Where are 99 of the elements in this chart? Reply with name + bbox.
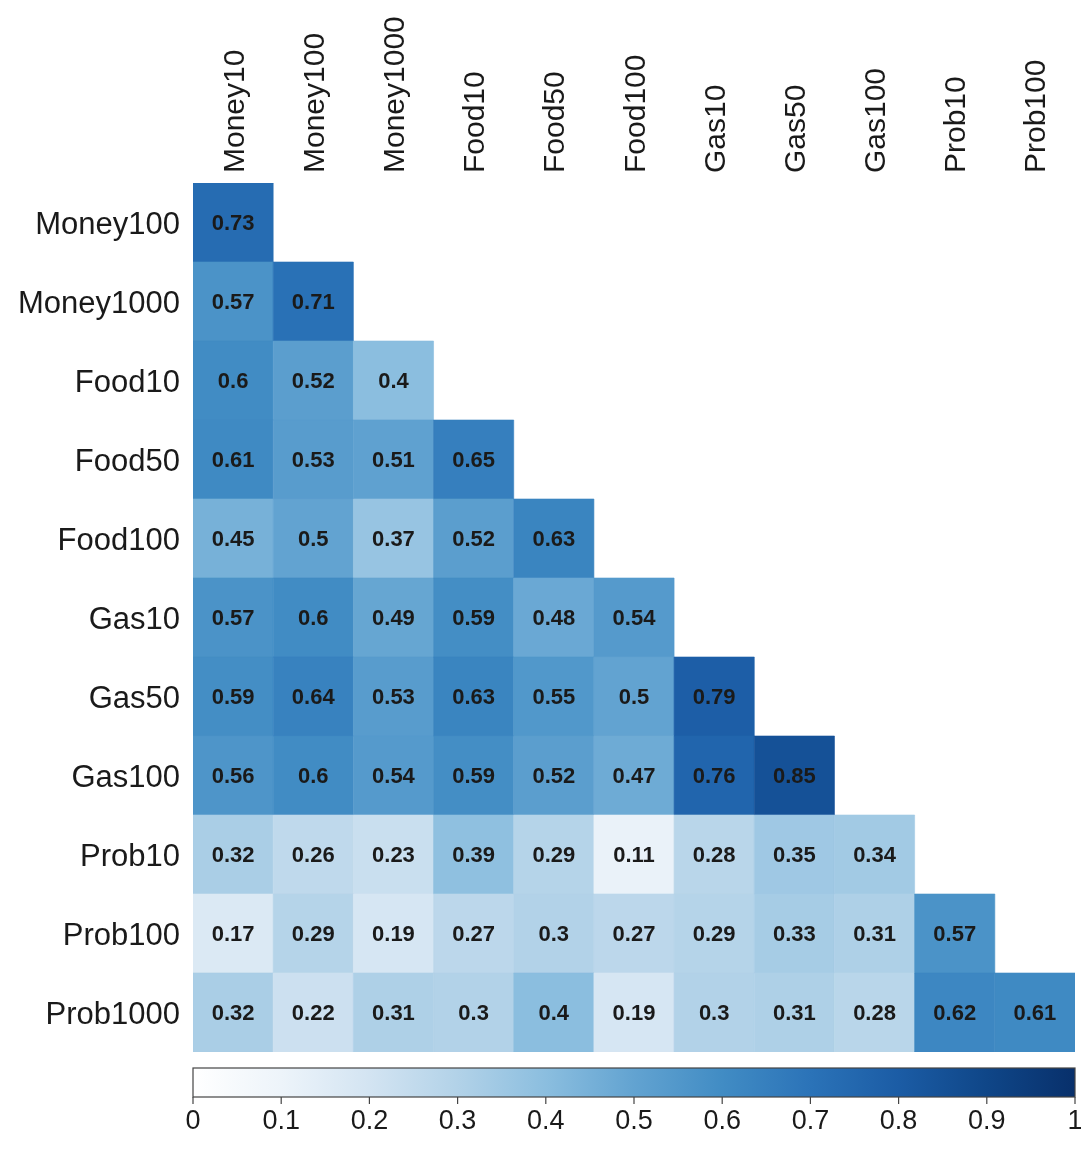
data-label: 0.32: [211, 842, 255, 868]
y-tick-label: Gas50: [88, 679, 180, 715]
data-label: 0.59: [211, 684, 255, 710]
data-label: 0.57: [211, 289, 255, 315]
data-label: 0.31: [372, 1000, 415, 1026]
data-label: 0.6: [297, 605, 329, 631]
data-label: 0.57: [933, 921, 977, 947]
data-label: 0.52: [532, 763, 576, 789]
data-label: 0.57: [211, 605, 255, 631]
data-label: 0.62: [933, 1000, 977, 1026]
data-label: 0.51: [372, 447, 415, 473]
y-tick-label: Gas100: [71, 758, 180, 794]
data-label: 0.3: [698, 1000, 730, 1026]
data-label: 0.23: [372, 842, 415, 868]
data-label: 0.61: [211, 447, 255, 473]
color-bar-label: 1: [1067, 1105, 1081, 1136]
data-label: 0.28: [853, 1000, 896, 1026]
data-label: 0.63: [532, 526, 576, 552]
data-label: 0.28: [692, 842, 736, 868]
data-label: 0.32: [211, 1000, 255, 1026]
color-bar-label: 0.3: [438, 1105, 477, 1136]
color-bar-label: 0.9: [968, 1105, 1006, 1136]
data-label: 0.65: [452, 447, 496, 473]
y-tick-label: Money1000: [17, 284, 180, 320]
data-label: 0.4: [538, 1000, 570, 1026]
data-label: 0.19: [612, 1000, 656, 1026]
x-tick-label: Gas10: [697, 84, 731, 173]
y-tick-label: Food10: [74, 363, 180, 399]
data-label: 0.54: [372, 763, 416, 789]
data-label: 0.29: [291, 921, 335, 947]
x-tick-label: Money1000: [376, 16, 410, 173]
data-label: 0.34: [853, 842, 897, 868]
x-tick-label: Food50: [537, 71, 571, 173]
x-tick-label: Money10: [216, 49, 250, 173]
data-label: 0.59: [452, 605, 496, 631]
color-bar-label: 0.1: [262, 1105, 300, 1136]
data-label: 0.31: [853, 921, 896, 947]
data-label: 0.47: [612, 763, 656, 789]
data-label: 0.17: [211, 921, 255, 947]
data-label: 0.53: [291, 447, 335, 473]
data-label: 0.45: [211, 526, 255, 552]
data-label: 0.31: [772, 1000, 816, 1026]
color-bar-label: 0.5: [615, 1105, 653, 1136]
data-label: 0.79: [692, 684, 736, 710]
x-tick-label: Prob10: [938, 76, 972, 173]
y-tick-label: Prob100: [62, 916, 180, 952]
y-tick-label: Food50: [74, 442, 180, 478]
y-tick-label: Gas10: [88, 600, 180, 636]
data-label: 0.73: [211, 210, 255, 236]
data-label: 0.63: [452, 684, 496, 710]
data-label: 0.76: [692, 763, 736, 789]
data-label: 0.6: [217, 368, 249, 394]
data-label: 0.6: [297, 763, 329, 789]
x-tick-label: Gas50: [777, 84, 811, 173]
data-label: 0.37: [372, 526, 415, 552]
data-label: 0.39: [452, 842, 496, 868]
data-label: 0.29: [532, 842, 576, 868]
data-label: 0.26: [291, 842, 335, 868]
data-label: 0.11: [613, 842, 655, 868]
data-label: 0.22: [291, 1000, 335, 1026]
data-label: 0.27: [452, 921, 496, 947]
y-tick-label: Food100: [57, 521, 180, 557]
data-label: 0.3: [538, 921, 570, 947]
y-tick-label: Prob10: [80, 837, 180, 873]
x-tick-label: Gas100: [858, 67, 892, 173]
data-label: 0.3: [458, 1000, 489, 1026]
color-bar-label: 0.7: [791, 1105, 830, 1136]
data-label: 0.33: [772, 921, 816, 947]
data-label: 0.54: [612, 605, 657, 631]
color-bar-label: 0.2: [350, 1105, 389, 1136]
data-label: 0.29: [692, 921, 736, 947]
y-tick-label: Prob1000: [45, 995, 180, 1031]
x-tick-label: Money100: [296, 32, 330, 173]
color-bar-label: 0.4: [527, 1105, 565, 1136]
data-label: 0.59: [452, 763, 496, 789]
data-label: 0.56: [211, 763, 255, 789]
data-label: 0.4: [378, 368, 410, 394]
color-bar-label: 0.6: [703, 1105, 741, 1136]
data-label: 0.52: [291, 368, 335, 394]
data-label: 0.61: [1013, 1000, 1057, 1026]
data-label: 0.85: [772, 763, 816, 789]
x-tick-label: Prob100: [1018, 59, 1052, 173]
data-label: 0.55: [532, 684, 576, 710]
data-label: 0.19: [372, 921, 415, 947]
data-label: 0.71: [291, 289, 335, 315]
color-bar-label: 0.8: [879, 1105, 918, 1136]
data-label: 0.27: [612, 921, 656, 947]
data-label: 0.64: [291, 684, 336, 710]
data-label: 0.48: [532, 605, 576, 631]
y-tick-label: Money100: [35, 205, 180, 241]
x-tick-label: Food10: [457, 71, 491, 173]
data-label: 0.35: [772, 842, 816, 868]
data-label: 0.53: [372, 684, 415, 710]
data-label: 0.5: [297, 526, 329, 552]
x-tick-label: Food100: [617, 54, 651, 173]
data-label: 0.5: [618, 684, 650, 710]
data-label: 0.52: [452, 526, 496, 552]
color-bar-label: 0: [185, 1105, 201, 1136]
data-label: 0.49: [372, 605, 415, 631]
